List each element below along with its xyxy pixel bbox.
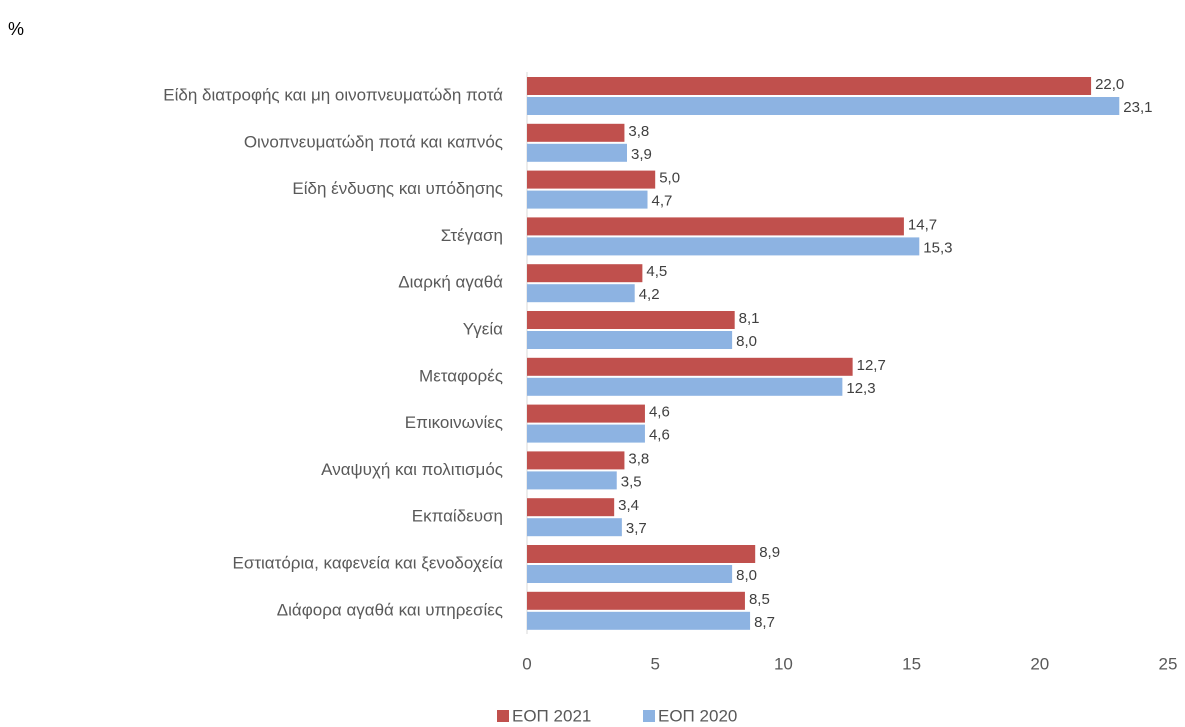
bar (527, 404, 645, 423)
category-label: Διάφορα αγαθά και υπηρεσίες (277, 600, 503, 619)
bar (527, 311, 735, 329)
bar (527, 611, 751, 630)
category-label: Μεταφορές (419, 366, 503, 385)
legend-label: ΕΟΠ 2020 (658, 706, 737, 725)
value-label: 8,9 (759, 544, 780, 561)
value-label: 8,0 (736, 333, 757, 350)
value-label: 5,0 (659, 170, 680, 187)
value-label: 3,7 (626, 520, 647, 537)
value-label: 3,8 (628, 450, 649, 467)
bar (527, 545, 756, 563)
bar (527, 190, 648, 209)
bar (527, 77, 1092, 95)
bar (527, 284, 635, 303)
value-label: 23,1 (1123, 99, 1152, 116)
value-label: 8,7 (754, 614, 775, 631)
value-label: 3,5 (621, 473, 642, 490)
value-label: 22,0 (1095, 76, 1124, 93)
legend-swatch (497, 710, 509, 722)
category-label: Είδη ένδυσης και υπόδησης (292, 179, 503, 198)
bar (527, 424, 645, 443)
value-label: 4,5 (646, 263, 667, 280)
legend-swatch (643, 710, 655, 722)
category-label: Εστιατόρια, καφενεία και ξενοδοχεία (232, 553, 503, 572)
bar (527, 591, 745, 610)
bar (527, 237, 920, 256)
bar (527, 123, 625, 142)
bar (527, 97, 1120, 115)
x-tick-label: 10 (774, 654, 793, 673)
bar (527, 451, 625, 470)
value-label: 3,4 (618, 497, 639, 514)
value-label: 8,1 (739, 310, 760, 327)
value-label: 14,7 (908, 216, 937, 233)
x-tick-label: 0 (522, 654, 531, 673)
x-tick-label: 5 (650, 654, 659, 673)
x-tick-label: 20 (1030, 654, 1049, 673)
value-label: 4,2 (639, 286, 660, 303)
bar (527, 170, 656, 189)
category-label: Οινοπνευματώδη ποτά και καπνός (244, 132, 503, 151)
bar (527, 498, 615, 517)
value-label: 8,0 (736, 567, 757, 584)
category-label: Στέγαση (441, 226, 503, 245)
x-tick-label: 25 (1159, 654, 1178, 673)
bar (527, 377, 843, 396)
value-label: 3,9 (631, 146, 652, 163)
legend-label: ΕΟΠ 2021 (512, 706, 591, 725)
value-label: 3,8 (628, 123, 649, 140)
category-label: Διαρκή αγαθά (398, 273, 503, 292)
bar (527, 331, 733, 349)
category-label: Εκπαίδευση (412, 507, 503, 526)
x-tick-label: 15 (902, 654, 921, 673)
value-label: 12,3 (846, 380, 875, 397)
category-label: Είδη διατροφής και μη οινοπνευματώδη ποτ… (163, 85, 503, 104)
category-label: Επικοινωνίες (405, 413, 503, 432)
value-label: 4,6 (649, 427, 670, 444)
axis-unit: % (8, 19, 24, 39)
bar (527, 565, 733, 583)
category-label: Αναψυχή και πολιτισμός (321, 460, 503, 479)
bar (527, 471, 617, 490)
value-label: 8,5 (749, 591, 770, 608)
bar (527, 518, 622, 537)
value-label: 12,7 (857, 357, 886, 374)
bar (527, 357, 853, 376)
bar (527, 264, 643, 283)
bar (527, 143, 627, 162)
value-label: 4,7 (652, 193, 673, 210)
value-label: 15,3 (923, 239, 952, 256)
value-label: 4,6 (649, 404, 670, 421)
bar (527, 217, 904, 236)
category-label: Υγεία (463, 319, 503, 338)
